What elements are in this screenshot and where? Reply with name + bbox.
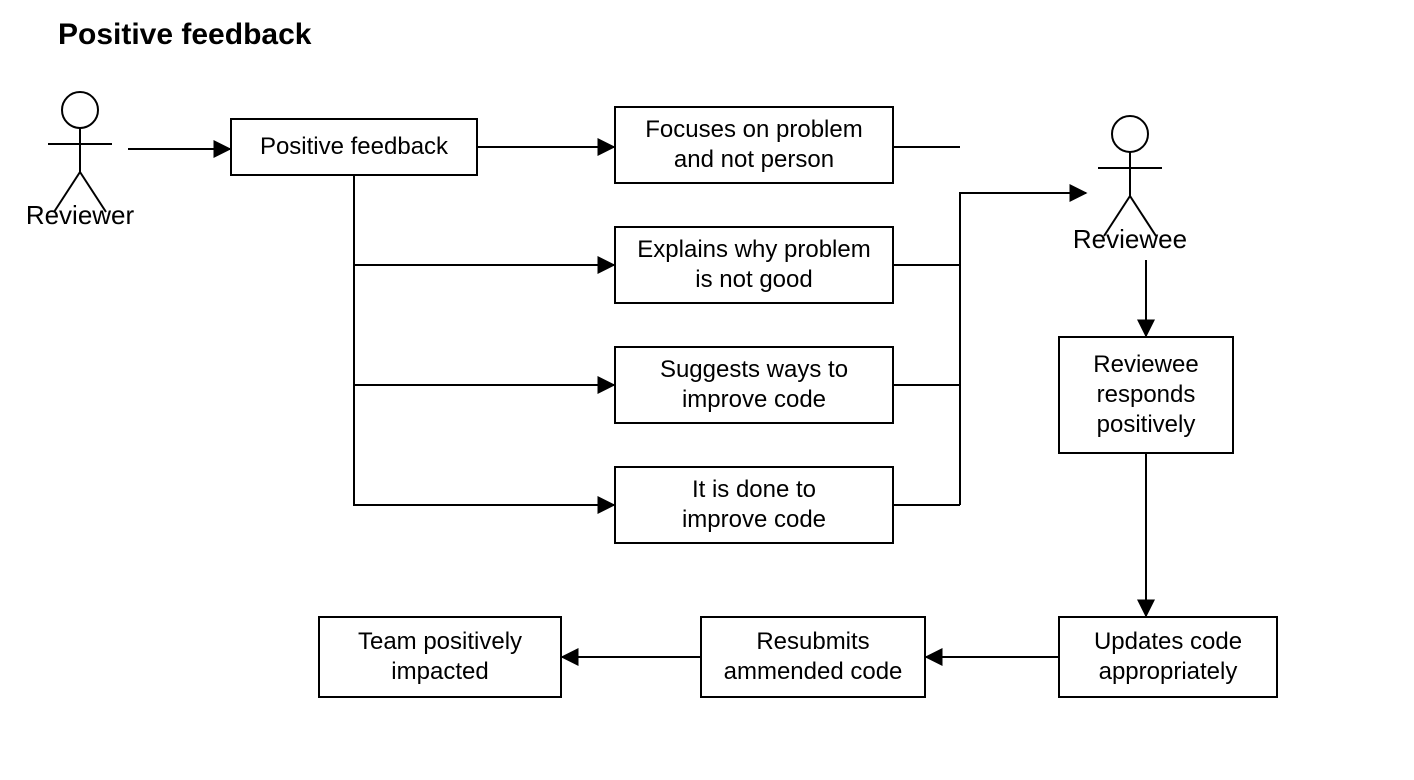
node-responds: Revieweerespondspositively bbox=[1058, 336, 1234, 454]
diagram-canvas: Positive feedback Reviewer Reviewee Posi… bbox=[0, 0, 1414, 780]
node-resubmits: Resubmitsammended code bbox=[700, 616, 926, 698]
node-focus-problem: Focuses on problemand not person bbox=[614, 106, 894, 184]
actor-reviewer-label: Reviewer bbox=[20, 200, 140, 231]
node-team-impact: Team positivelyimpacted bbox=[318, 616, 562, 698]
node-updates: Updates codeappropriately bbox=[1058, 616, 1278, 698]
diagram-title: Positive feedback bbox=[58, 18, 311, 52]
node-positive-feedback: Positive feedback bbox=[230, 118, 478, 176]
actor-reviewee-label: Reviewee bbox=[1070, 224, 1190, 255]
node-done-improve: It is done toimprove code bbox=[614, 466, 894, 544]
node-explains: Explains why problemis not good bbox=[614, 226, 894, 304]
node-suggests: Suggests ways toimprove code bbox=[614, 346, 894, 424]
